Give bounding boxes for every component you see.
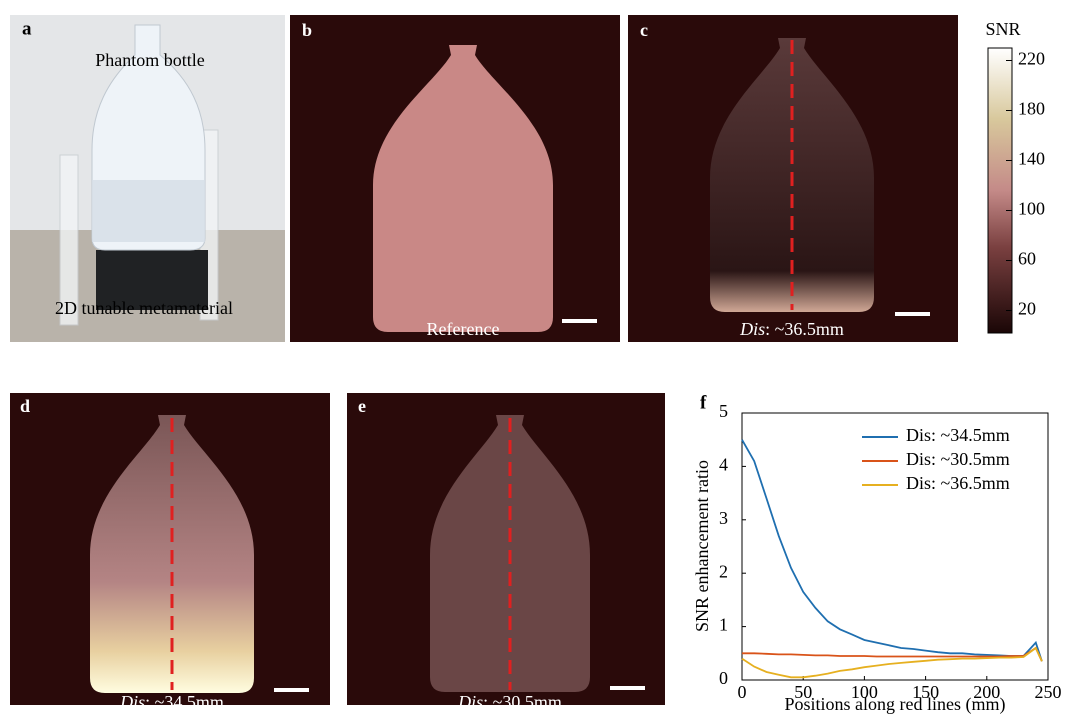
photo-a [10, 15, 285, 342]
colorbar-tick-label: 180 [1018, 99, 1045, 119]
x-axis-label: Positions along red lines (mm) [785, 694, 1006, 715]
x-tick-label: 50 [794, 682, 812, 702]
photo-text: 2D tunable metamaterial [55, 298, 233, 318]
bottle [373, 45, 553, 332]
series-line [741, 439, 1043, 662]
caption-text: : ~30.5mm [483, 692, 562, 712]
plot-frame [741, 412, 1049, 681]
y-axis-label: SNR enhancement ratio [692, 460, 712, 632]
y-tick-label: 4 [719, 455, 728, 475]
y-tick-label: 1 [719, 615, 728, 635]
colorbar-tick-label: 220 [1018, 49, 1045, 69]
legend-label: Dis: ~36.5mm [906, 473, 1010, 493]
caption: Dis: ~36.5mm [739, 319, 844, 339]
x-tick-label: 200 [973, 682, 1000, 702]
colorbar-tick-label: 140 [1018, 149, 1045, 169]
caption: Reference [427, 319, 500, 339]
panel-label: e [358, 396, 366, 416]
panel-label: a [22, 18, 32, 39]
photo-text: Phantom bottle [95, 50, 205, 70]
colorbar-tick-label: 60 [1018, 249, 1036, 269]
caption-text: : ~34.5mm [145, 692, 224, 712]
caption-italic: Dis [457, 692, 483, 712]
y-tick-label: 3 [719, 508, 728, 528]
x-tick-label: 100 [851, 682, 878, 702]
caption-text: : ~36.5mm [765, 319, 844, 339]
x-tick-label: 250 [1035, 682, 1062, 702]
panel-label: c [640, 20, 648, 40]
legend-label: Dis: ~34.5mm [906, 425, 1010, 445]
colorbar-title: SNR [985, 19, 1020, 39]
caption-italic: Dis [739, 319, 765, 339]
y-tick-label: 0 [719, 668, 728, 688]
panel-label: f [700, 392, 707, 413]
caption: Dis: ~34.5mm [119, 692, 224, 712]
panel-label: d [20, 396, 30, 416]
panel-label: b [302, 20, 312, 40]
x-tick-label: 0 [738, 682, 747, 702]
series-line [741, 646, 1043, 679]
colorbar-tick-label: 20 [1018, 299, 1036, 319]
y-tick-label: 2 [719, 561, 728, 581]
colorbar-tick-label: 100 [1018, 199, 1045, 219]
series-line [742, 646, 1043, 662]
caption: Dis: ~30.5mm [457, 692, 562, 712]
y-tick-label: 5 [719, 401, 728, 421]
x-tick-label: 150 [912, 682, 939, 702]
colorbar [987, 47, 1013, 334]
caption-italic: Dis [119, 692, 145, 712]
legend-label: Dis: ~30.5mm [906, 449, 1010, 469]
